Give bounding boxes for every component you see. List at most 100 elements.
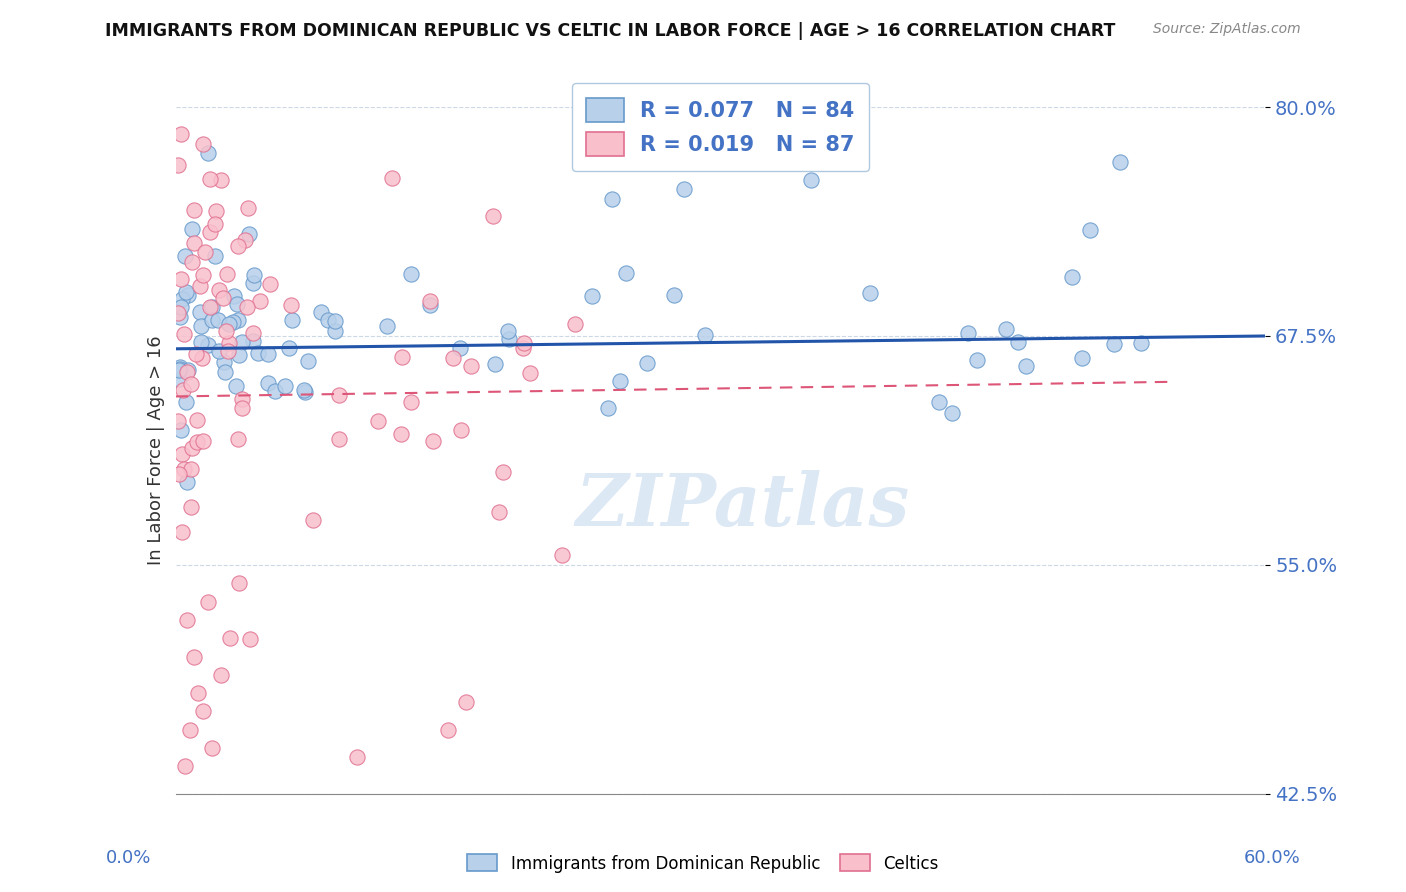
Point — [217, 268, 239, 282]
Point — [280, 313, 302, 327]
Point — [215, 324, 238, 338]
Point — [188, 278, 211, 293]
Point — [228, 433, 250, 447]
Point — [194, 245, 217, 260]
Text: IMMIGRANTS FROM DOMINICAN REPUBLIC VS CELTIC IN LABOR FORCE | AGE > 16 CORRELATI: IMMIGRANTS FROM DOMINICAN REPUBLIC VS CE… — [105, 22, 1116, 40]
Point — [519, 366, 541, 380]
Point — [456, 695, 478, 709]
Point — [170, 524, 193, 539]
Point — [170, 293, 193, 307]
Point — [170, 301, 193, 315]
Point — [166, 157, 188, 171]
Point — [257, 347, 280, 361]
Point — [328, 432, 350, 446]
Point — [246, 346, 269, 360]
Point — [1130, 336, 1153, 351]
Point — [496, 325, 519, 339]
Point — [190, 335, 212, 350]
Point — [173, 759, 195, 773]
Point — [191, 434, 214, 448]
Point — [167, 414, 190, 428]
Point — [301, 512, 323, 526]
Point — [212, 291, 235, 305]
Point — [391, 350, 413, 364]
Point — [222, 315, 245, 329]
Point — [367, 414, 389, 428]
Point — [228, 348, 250, 362]
Point — [389, 426, 412, 441]
Point — [498, 332, 520, 346]
Point — [346, 750, 368, 764]
Text: ZIPatlas: ZIPatlas — [575, 470, 910, 541]
Point — [225, 379, 247, 393]
Point — [173, 462, 195, 476]
Point — [231, 392, 253, 406]
Point — [399, 394, 422, 409]
Point — [219, 631, 242, 645]
Point — [693, 328, 716, 343]
Point — [450, 423, 472, 437]
Point — [172, 383, 194, 397]
Point — [492, 465, 515, 479]
Point — [280, 297, 302, 311]
Point — [201, 741, 224, 756]
Point — [484, 357, 506, 371]
Y-axis label: In Labor Force | Age > 16: In Labor Force | Age > 16 — [146, 335, 165, 566]
Point — [222, 288, 245, 302]
Point — [212, 354, 235, 368]
Point — [208, 283, 231, 297]
Point — [186, 434, 208, 449]
Point — [1078, 222, 1101, 236]
Point — [186, 686, 209, 700]
Point — [205, 204, 228, 219]
Point — [662, 288, 685, 302]
Point — [209, 173, 232, 187]
Point — [437, 723, 460, 737]
Point — [263, 384, 285, 398]
Point — [198, 225, 221, 239]
Point — [180, 377, 202, 392]
Point — [197, 338, 219, 352]
Point — [995, 322, 1018, 336]
Point — [170, 128, 193, 142]
Point — [941, 405, 963, 419]
Point — [238, 227, 260, 242]
Point — [174, 394, 197, 409]
Point — [191, 705, 214, 719]
Point — [316, 313, 339, 327]
Point — [419, 294, 441, 309]
Point — [181, 254, 204, 268]
Point — [207, 312, 229, 326]
Point — [673, 182, 696, 196]
Point — [170, 272, 193, 286]
Point — [564, 317, 586, 331]
Point — [174, 285, 197, 299]
Point — [422, 434, 444, 449]
Point — [616, 266, 638, 280]
Point — [259, 277, 281, 291]
Point — [209, 668, 232, 682]
Point — [460, 359, 482, 373]
Point — [174, 249, 197, 263]
Point — [188, 305, 211, 319]
Point — [166, 306, 188, 320]
Point — [183, 649, 205, 664]
Point — [167, 467, 190, 481]
Point — [419, 298, 441, 312]
Point — [1015, 359, 1038, 374]
Point — [481, 209, 503, 223]
Point — [449, 341, 471, 355]
Point — [381, 171, 404, 186]
Point — [277, 341, 299, 355]
Point — [201, 300, 224, 314]
Legend: Immigrants from Dominican Republic, Celtics: Immigrants from Dominican Republic, Celt… — [461, 847, 945, 880]
Point — [236, 300, 259, 314]
Point — [956, 326, 979, 340]
Point — [207, 343, 229, 358]
Point — [176, 613, 198, 627]
Point — [181, 441, 204, 455]
Point — [191, 268, 214, 283]
Point — [201, 313, 224, 327]
Point — [170, 447, 193, 461]
Text: 0.0%: 0.0% — [105, 849, 150, 867]
